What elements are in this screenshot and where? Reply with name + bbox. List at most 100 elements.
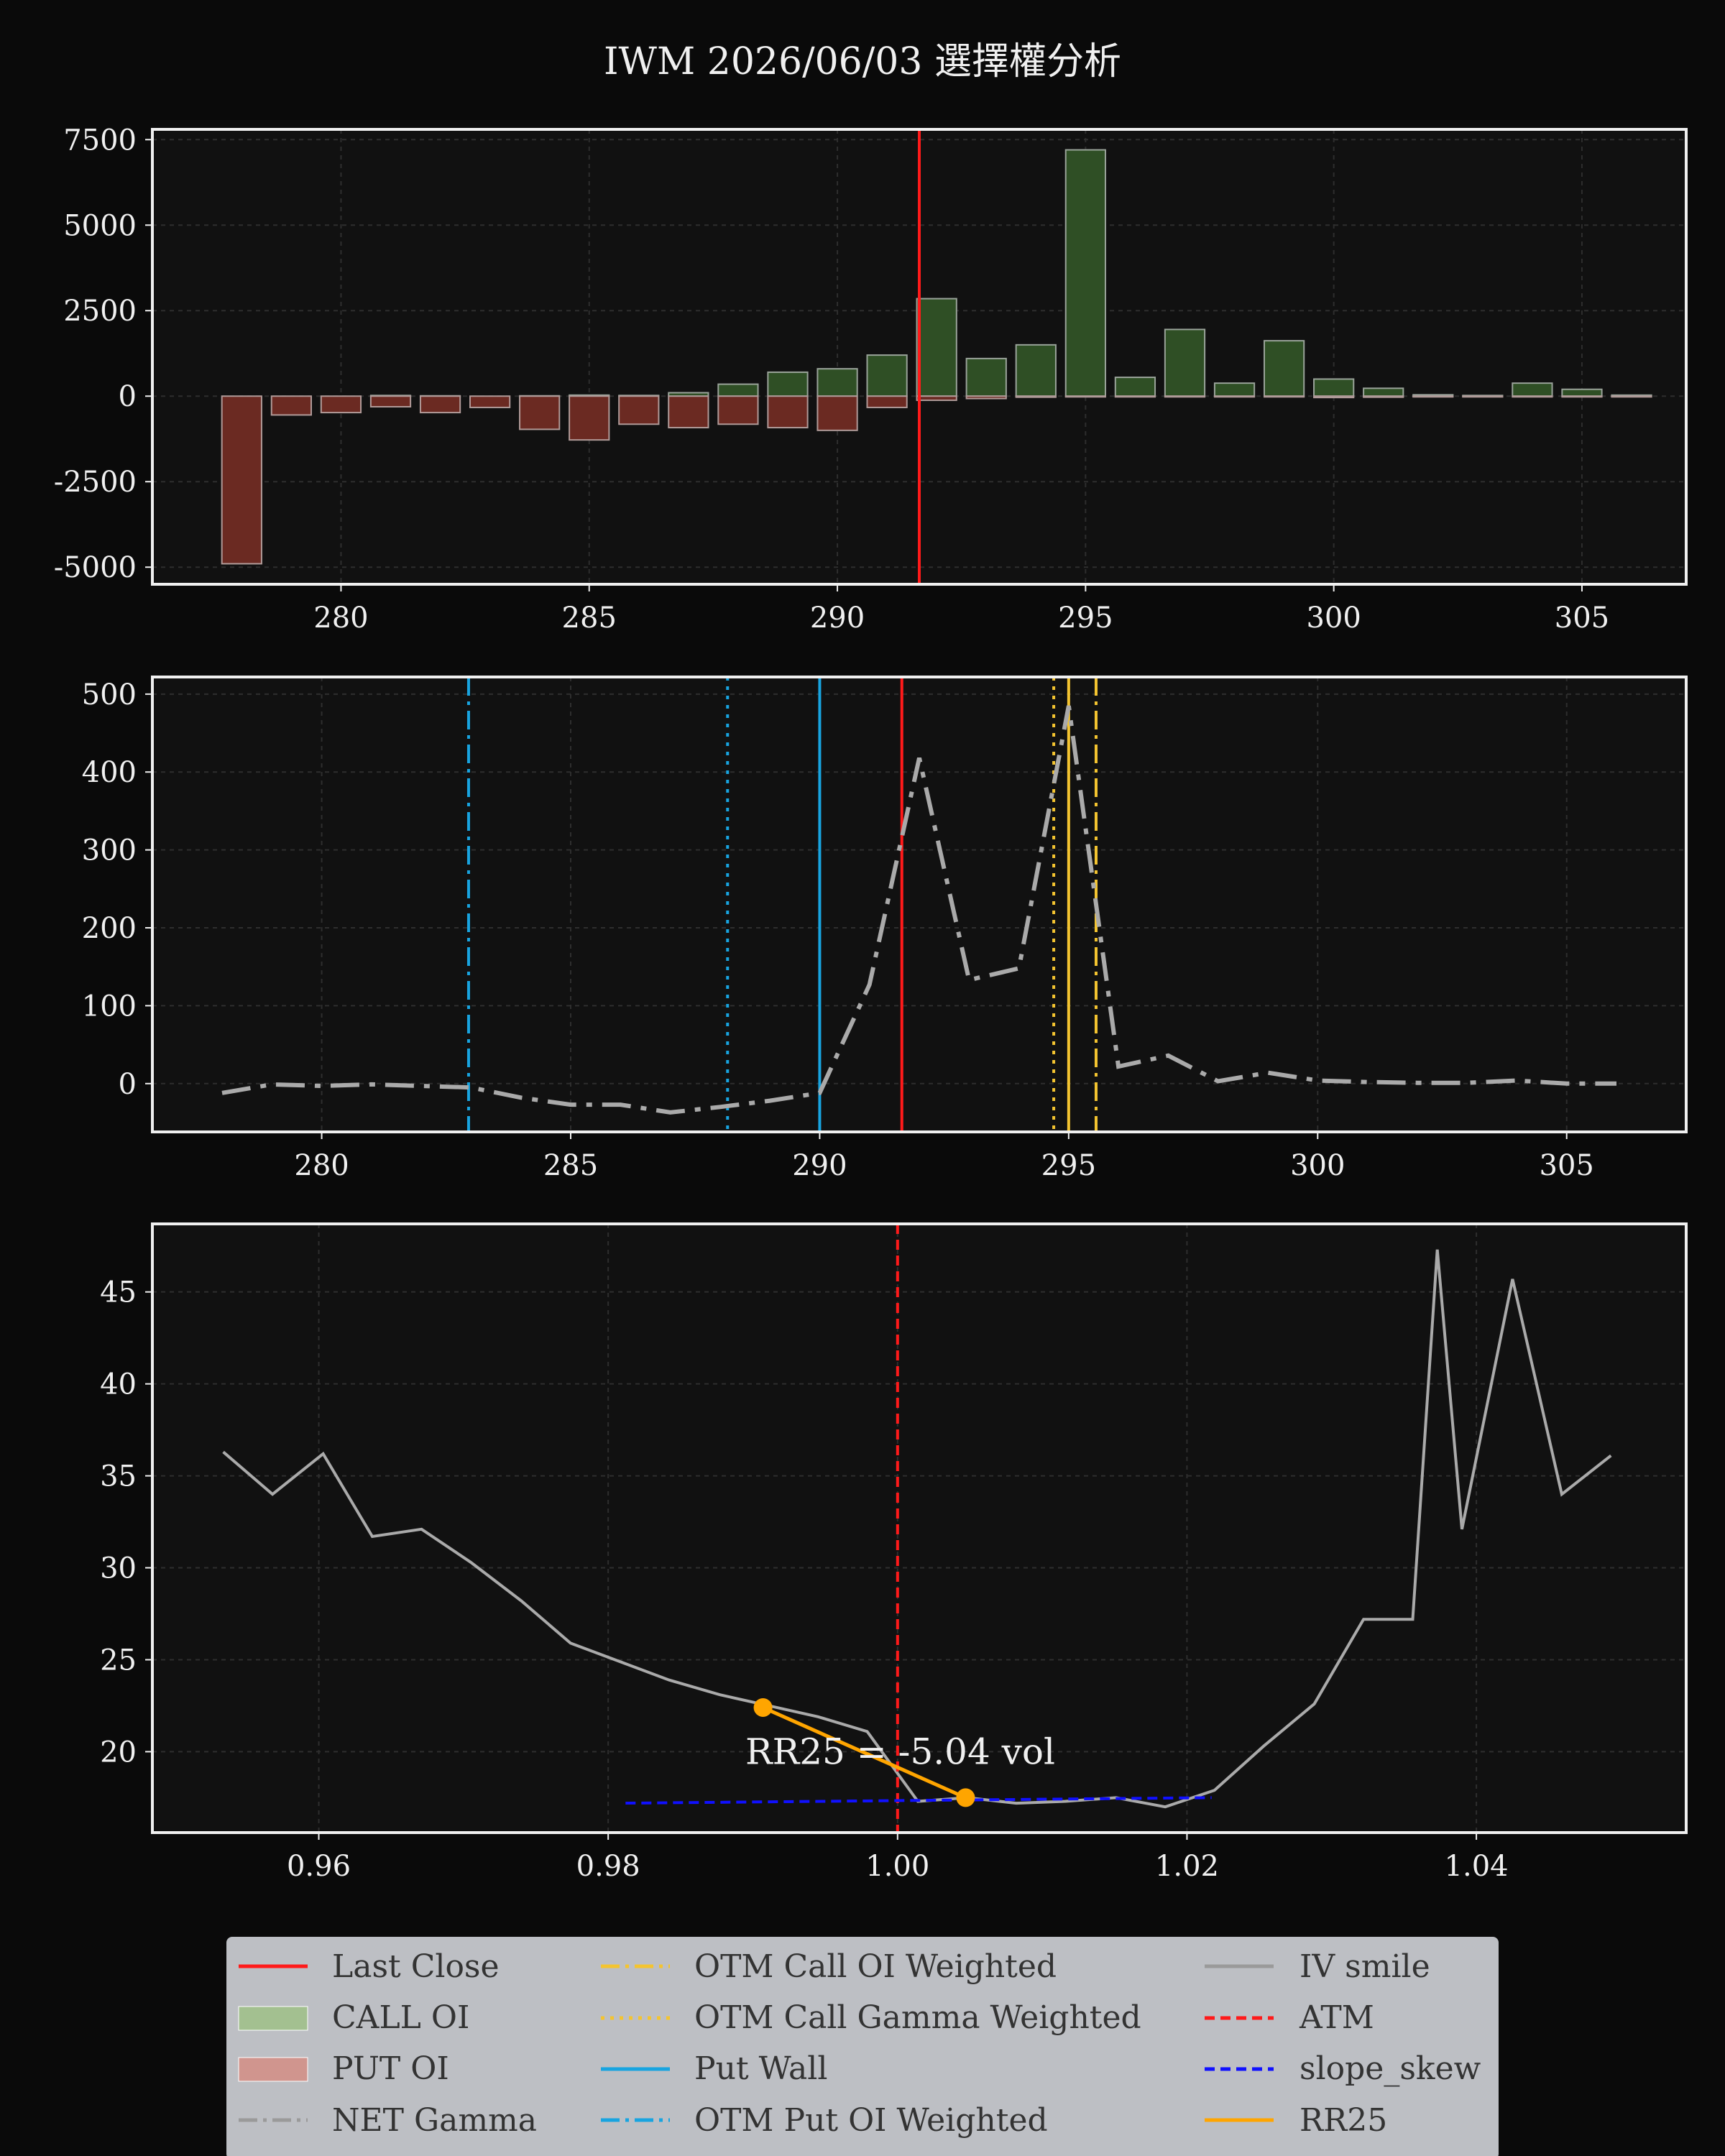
call-oi-bar	[1213, 382, 1256, 397]
legend-key-put-oi	[238, 2057, 308, 2082]
call-oi-bar	[816, 368, 858, 397]
put-oi-bar	[1213, 395, 1256, 398]
put-oi-bar	[1164, 395, 1206, 398]
iv-smile-panel: 0.96 0.98 1.00 1.02 1.04 45 40 35 30 25 20 RR25 = -…	[100, 1222, 1688, 1883]
y-tick-label: 400	[82, 756, 137, 789]
put-oi-bar	[1512, 395, 1553, 398]
put-oi-bar	[369, 395, 412, 407]
legend-label-slope-skew: slope_skew	[1300, 2050, 1481, 2087]
x-tick-label: 285	[562, 602, 617, 635]
rr25-annotation: RR25 = -5.04 vol	[745, 1731, 1055, 1773]
put-oi-bar	[717, 395, 759, 425]
call-oi-bar	[1015, 344, 1057, 397]
legend-label-otm-put-oi-weighted: OTM Put OI Weighted	[694, 2102, 1048, 2139]
plot-border	[151, 1222, 1688, 1834]
legend-label-last-close: Last Close	[332, 1948, 500, 1985]
put-oi-bar	[866, 395, 908, 408]
y-tick-label: -5000	[54, 551, 137, 584]
put-oi-bar	[916, 395, 957, 401]
y-tick-label: 20	[100, 1736, 137, 1769]
y-tick-label: 500	[82, 678, 137, 711]
legend-label-call-oi: CALL OI	[332, 1999, 469, 2036]
call-oi-bar	[1064, 149, 1106, 397]
legend-box	[226, 1937, 1499, 2156]
put-oi-bar	[668, 395, 709, 429]
y-tick-label: 45	[100, 1276, 137, 1309]
put-oi-bar	[469, 395, 511, 408]
rr25-point	[753, 1697, 773, 1717]
y-tick-label: 100	[82, 990, 137, 1023]
x-tick-label: 305	[1555, 602, 1609, 635]
y-tick-label: 0	[119, 1068, 137, 1101]
x-tick-label: 280	[313, 602, 368, 635]
y-tick-label: 25	[100, 1644, 137, 1677]
call-oi-bar	[1561, 388, 1603, 397]
y-tick-label: 300	[82, 834, 137, 867]
x-tick-label: 285	[543, 1149, 598, 1182]
put-oi-bar	[965, 395, 1007, 400]
put-oi-bar	[320, 395, 362, 414]
legend-label-otm-call-oi-weighted: OTM Call OI Weighted	[694, 1948, 1057, 1985]
x-tick-label: 295	[1058, 602, 1113, 635]
put-oi-bar	[1561, 395, 1603, 398]
legend-key-call-oi	[238, 2006, 308, 2031]
put-oi-bar	[1412, 395, 1454, 398]
y-tick-label: 0	[119, 380, 137, 413]
call-oi-bar	[1263, 340, 1305, 397]
put-oi-bar	[1015, 395, 1057, 398]
slope-skew-line	[625, 1796, 1212, 1805]
rr25-line	[762, 1705, 967, 1800]
plot-border	[151, 128, 1688, 586]
oi-panel: 280 285 290 295 300 305 7500 5000 2500 0 -2500 -500…	[54, 124, 1688, 635]
x-tick-label: 300	[1306, 602, 1361, 635]
call-oi-bar	[717, 383, 759, 397]
legend-label-put-oi: PUT OI	[332, 2050, 449, 2087]
legend-label-put-wall: Put Wall	[694, 2050, 827, 2087]
x-tick-label: 1.04	[1445, 1850, 1509, 1883]
put-oi-bar	[1462, 395, 1504, 398]
put-oi-bar	[618, 395, 660, 425]
x-tick-label: 295	[1041, 1149, 1096, 1182]
put-oi-bar	[1611, 395, 1652, 398]
net-gamma-line	[221, 705, 1616, 1115]
plot-area	[152, 1224, 1686, 1833]
call-oi-bar	[767, 371, 809, 397]
call-oi-bar	[965, 357, 1007, 397]
put-oi-bar	[1114, 395, 1156, 398]
x-tick-label: 1.00	[865, 1850, 929, 1883]
y-tick-label: 200	[82, 912, 137, 945]
put-oi-bar	[1064, 395, 1106, 398]
y-tick-label: 40	[100, 1368, 137, 1401]
put-oi-bar	[270, 395, 312, 416]
put-oi-bar	[419, 395, 461, 414]
call-oi-bar	[1512, 382, 1553, 397]
put-oi-bar	[569, 395, 610, 441]
call-oi-bar	[1164, 328, 1206, 397]
call-oi-bar	[866, 354, 908, 397]
legend-label-rr25: RR25	[1300, 2102, 1387, 2139]
y-tick-label: 30	[100, 1552, 137, 1585]
x-tick-label: 280	[294, 1149, 349, 1182]
x-tick-label: 290	[810, 602, 865, 635]
x-tick-label: 1.02	[1155, 1850, 1219, 1883]
put-oi-bar	[1313, 395, 1355, 399]
call-oi-bar	[1313, 378, 1355, 397]
call-oi-bar	[916, 298, 957, 397]
put-oi-bar	[519, 395, 561, 430]
x-tick-label: 300	[1290, 1149, 1345, 1182]
put-oi-bar	[1263, 395, 1305, 398]
put-oi-bar	[767, 395, 809, 429]
call-oi-bar	[1114, 377, 1156, 397]
net-gamma-panel: 280 285 290 295 300 305 500 400 300 200 100 0	[82, 676, 1688, 1182]
call-oi-bar	[1363, 387, 1404, 397]
chart-title: IWM 2026/06/03 選擇權分析	[604, 40, 1121, 83]
legend-label-iv-smile: IV smile	[1300, 1948, 1430, 1985]
y-tick-label: 7500	[63, 124, 137, 157]
x-tick-label: 305	[1540, 1149, 1594, 1182]
x-tick-label: 0.96	[287, 1850, 351, 1883]
put-oi-bar	[1363, 395, 1404, 398]
plot-border	[151, 676, 1688, 1133]
put-oi-bar	[221, 395, 262, 565]
x-tick-label: 290	[792, 1149, 847, 1182]
